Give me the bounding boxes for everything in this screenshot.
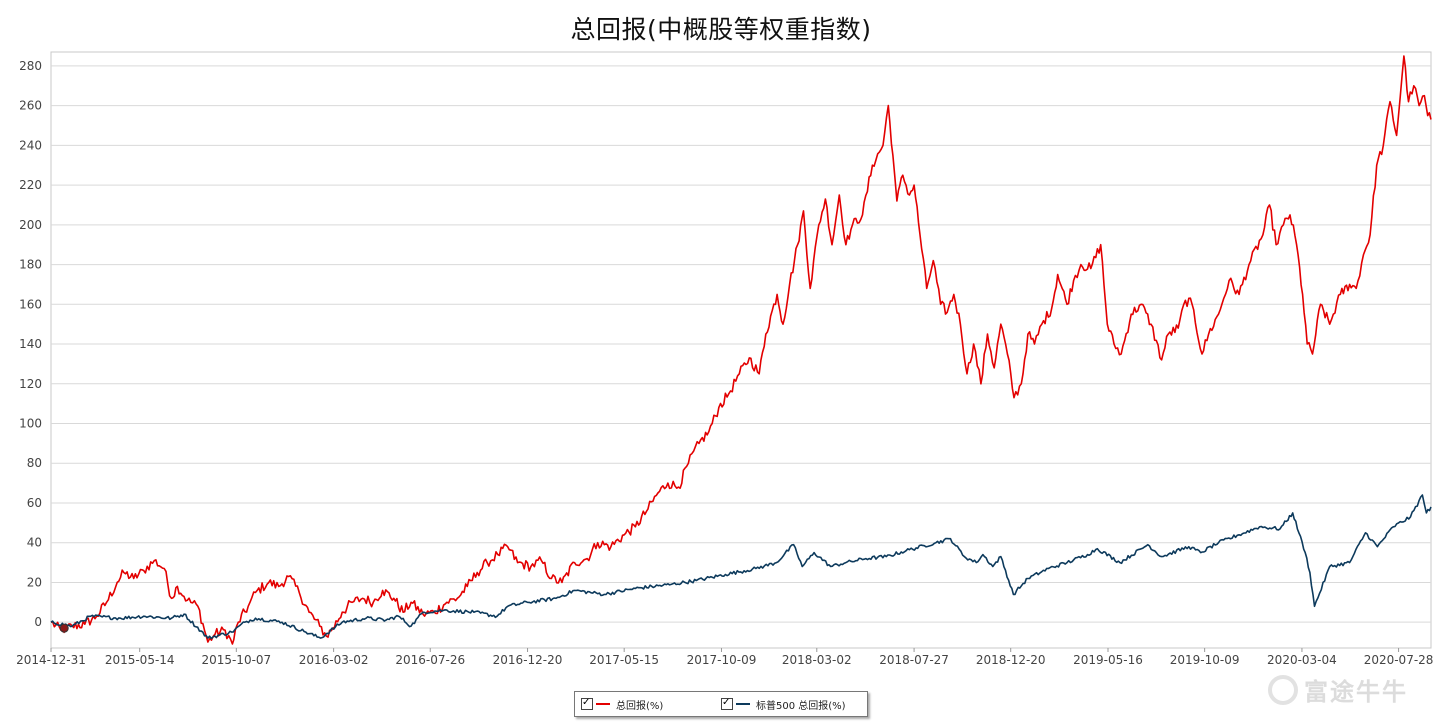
x-tick-label: 2019-10-09 (1170, 653, 1240, 667)
chart-legend: 总回报(%) 标普500 总回报(%) (574, 691, 868, 717)
y-tick-label: 240 (19, 138, 42, 152)
y-tick-label: 260 (19, 99, 42, 113)
series-line-sp500 (50, 494, 1432, 640)
watermark-text: 富途牛牛 (1304, 678, 1408, 706)
legend-item-sp500[interactable]: 标普500 总回报(%) (721, 697, 846, 712)
legend-item-total-return[interactable]: 总回报(%) (581, 697, 664, 712)
y-tick-label: 60 (27, 496, 42, 510)
x-tick-label: 2019-05-16 (1073, 653, 1143, 667)
x-tick-label: 2018-07-27 (879, 653, 949, 667)
legend-checkbox-icon[interactable] (581, 698, 593, 710)
y-tick-label: 100 (19, 417, 42, 431)
legend-swatch-red (596, 703, 610, 705)
y-tick-label: 40 (27, 536, 42, 550)
plot-area (50, 51, 1432, 649)
y-tick-label: 160 (19, 297, 42, 311)
legend-checkbox-icon[interactable] (721, 698, 733, 710)
futu-logo-icon (1268, 674, 1298, 705)
x-tick-label: 2016-03-02 (299, 653, 369, 667)
y-tick-label: 220 (19, 178, 42, 192)
y-tick-label: 200 (19, 218, 42, 232)
x-tick-label: 2016-07-26 (395, 653, 465, 667)
x-tick-label: 2018-12-20 (976, 653, 1046, 667)
x-tick-label: 2016-12-20 (493, 653, 563, 667)
x-tick-label: 2017-05-15 (589, 653, 659, 667)
series-line-total-return (50, 55, 1432, 645)
y-tick-label: 140 (19, 337, 42, 351)
legend-label: 标普500 总回报(%) (756, 700, 846, 712)
x-tick-label: 2020-07-28 (1364, 653, 1434, 667)
legend-label: 总回报(%) (616, 700, 664, 712)
y-tick-label: 80 (27, 456, 42, 470)
x-tick-label: 2017-10-09 (687, 653, 757, 667)
y-tick-label: 180 (19, 258, 42, 272)
y-tick-label: 0 (34, 615, 42, 629)
legend-swatch-navy (736, 703, 750, 705)
line-chart: 0 20 40 60 80 100 120 140 160 180 200 220 240 260 280 2… (16, 51, 1434, 667)
x-tick-label: 2020-03-04 (1267, 653, 1337, 667)
y-tick-label: 120 (19, 377, 42, 391)
start-marker (59, 623, 69, 633)
chart-title: 总回报(中概股等权重指数) (570, 15, 872, 44)
x-tick-label: 2015-05-14 (105, 653, 175, 667)
watermark: 富途牛牛 (1268, 672, 1408, 707)
x-tick-label: 2018-03-02 (782, 653, 852, 667)
x-tick-label: 2015-10-07 (201, 653, 271, 667)
y-tick-label: 280 (19, 59, 42, 73)
y-tick-label: 20 (27, 575, 42, 589)
x-tick-label: 2014-12-31 (16, 653, 86, 667)
